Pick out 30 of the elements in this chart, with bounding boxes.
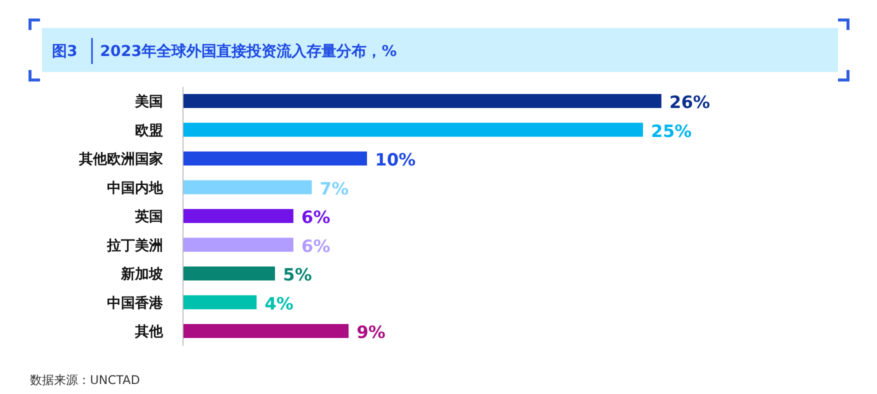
chart-title: 图3 xyxy=(52,42,78,60)
bar xyxy=(183,122,643,137)
bar xyxy=(183,94,662,108)
bar xyxy=(183,152,367,166)
y-tick-label: 拉丁美洲 xyxy=(106,236,163,254)
y-tick-label: 英国 xyxy=(134,209,163,225)
bar xyxy=(183,180,312,194)
data-label: 25% xyxy=(651,122,692,142)
y-tick-label: 其他 xyxy=(134,324,164,340)
bar xyxy=(183,324,349,338)
data-label: 4% xyxy=(264,294,294,314)
chart-subtitle: 2023年全球外国直接投资流入存量分布，% xyxy=(100,42,397,60)
y-tick-label: 中国内地 xyxy=(107,180,164,196)
bar xyxy=(183,266,275,280)
bar xyxy=(183,238,294,252)
bar xyxy=(183,209,294,223)
data-label: 6% xyxy=(301,236,330,257)
y-tick-label: 欧盟 xyxy=(135,122,163,139)
source-note: 数据来源：UNCTAD xyxy=(30,373,140,387)
data-label: 7% xyxy=(320,179,349,200)
data-label: 9% xyxy=(356,323,386,343)
y-tick-label: 美国 xyxy=(134,93,163,110)
data-label: 6% xyxy=(301,208,330,228)
data-label: 5% xyxy=(283,266,312,286)
data-label: 26% xyxy=(669,93,710,113)
y-tick-label: 中国香港 xyxy=(107,295,164,312)
bar xyxy=(183,295,257,310)
y-tick-label: 新加坡 xyxy=(120,266,164,282)
data-label: 10% xyxy=(375,150,416,170)
y-tick-label: 其他欧洲国家 xyxy=(78,150,163,168)
